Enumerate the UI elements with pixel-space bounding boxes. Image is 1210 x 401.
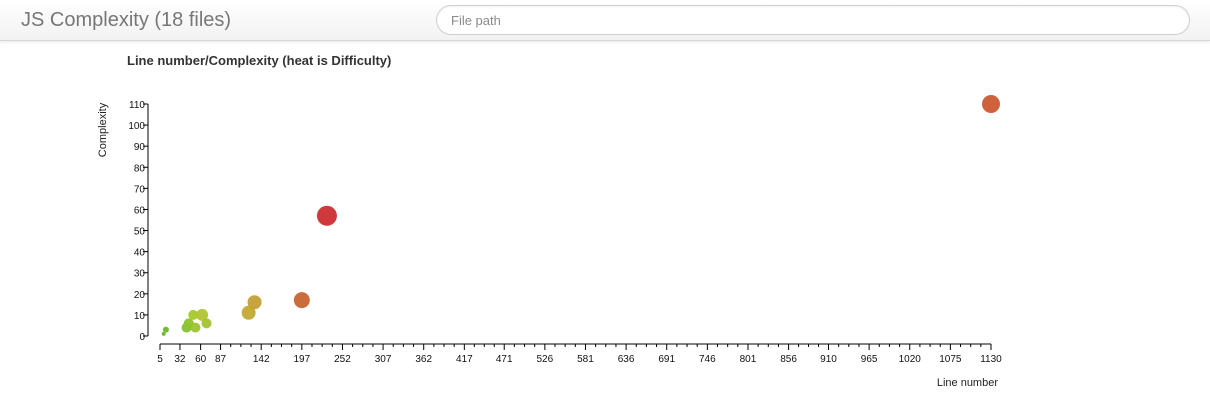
- x-tick-label: 1075: [939, 354, 962, 365]
- x-tick-label: 417: [456, 354, 473, 365]
- y-tick-label: 20: [134, 290, 146, 301]
- data-point: [196, 308, 209, 321]
- x-tick-label: 801: [740, 354, 757, 365]
- y-tick-label: 80: [134, 163, 146, 174]
- data-point: [161, 331, 166, 336]
- y-tick-label: 10: [134, 311, 146, 322]
- x-tick-label: 856: [780, 354, 797, 365]
- x-tick-label: 5: [157, 354, 163, 365]
- y-tick-label: 100: [128, 121, 145, 132]
- x-tick-label: 32: [174, 354, 186, 365]
- app-title: JS Complexity (18 files): [21, 9, 232, 31]
- x-tick-label: 636: [618, 354, 635, 365]
- x-tick-label: 252: [334, 354, 351, 365]
- x-tick-label: 60: [195, 354, 207, 365]
- x-tick-label: 746: [699, 354, 716, 365]
- data-point: [316, 205, 337, 226]
- y-tick-label: 40: [134, 248, 146, 259]
- y-tick-label: 0: [139, 332, 145, 343]
- file-path-search-input[interactable]: [436, 5, 1190, 35]
- data-point: [241, 305, 256, 320]
- x-tick-label: 581: [577, 354, 594, 365]
- data-point: [162, 326, 169, 333]
- y-axis-label: Complexity: [97, 102, 109, 157]
- y-tick-label: 50: [134, 227, 146, 238]
- data-point: [982, 95, 1000, 113]
- data-point: [293, 292, 310, 309]
- x-tick-label: 1020: [899, 354, 922, 365]
- y-tick-label: 60: [134, 205, 146, 216]
- x-tick-label: 691: [658, 354, 675, 365]
- x-tick-label: 307: [375, 354, 392, 365]
- x-tick-label: 142: [253, 354, 270, 365]
- x-axis-label: Line number: [937, 377, 998, 389]
- data-point: [188, 309, 199, 320]
- y-tick-label: 70: [134, 184, 146, 195]
- x-tick-label: 910: [820, 354, 837, 365]
- data-point: [247, 295, 262, 310]
- x-tick-label: 197: [293, 354, 310, 365]
- chart-title: Line number/Complexity (heat is Difficul…: [127, 53, 392, 68]
- x-tick-label: 1130: [980, 354, 1002, 365]
- y-tick-label: 30: [134, 269, 146, 280]
- x-tick-label: 362: [415, 354, 432, 365]
- data-point: [190, 322, 201, 333]
- x-tick-label: 965: [861, 354, 878, 365]
- y-tick-label: 90: [134, 142, 146, 153]
- chart-points: [161, 95, 1000, 336]
- data-point: [201, 318, 212, 329]
- x-tick-label: 471: [496, 354, 513, 365]
- x-tick-label: 526: [537, 354, 554, 365]
- y-tick-label: 110: [129, 100, 145, 111]
- top-bar: JS Complexity (18 files): [0, 0, 1210, 41]
- x-tick-label: 87: [215, 354, 227, 365]
